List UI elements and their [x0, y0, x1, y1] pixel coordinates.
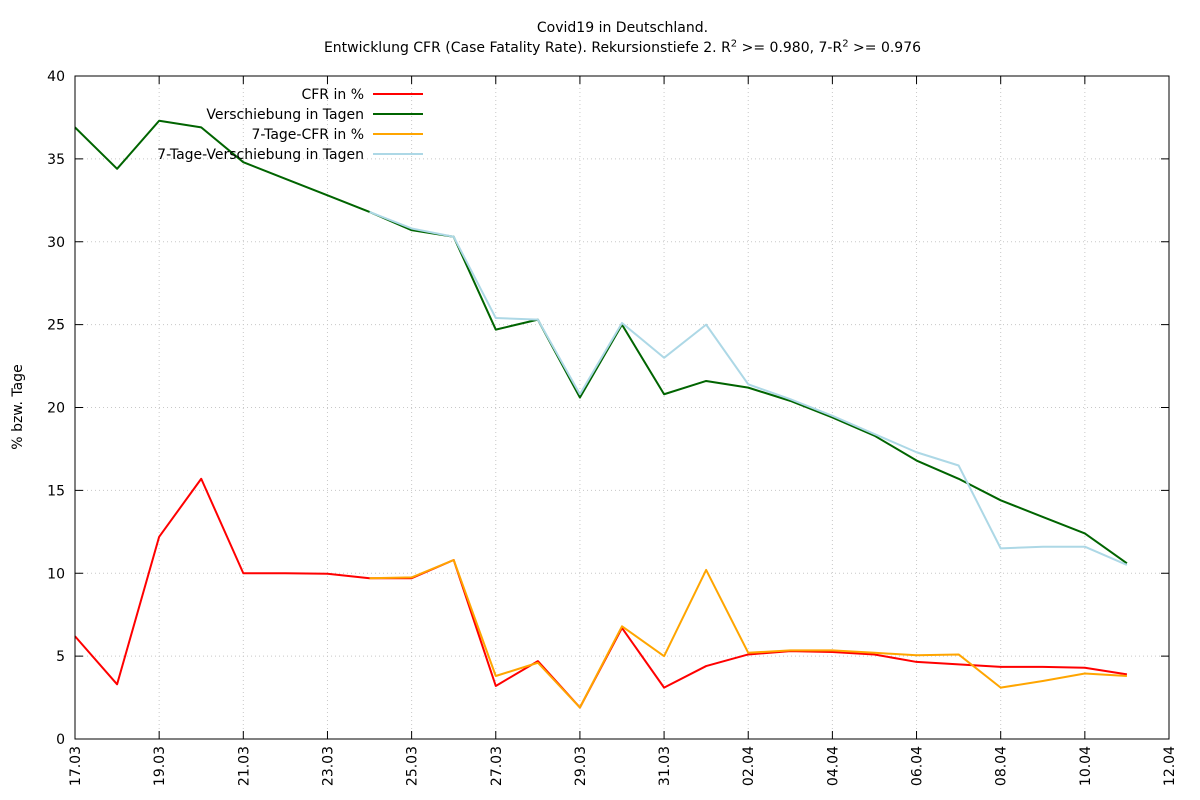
- y-tick-label: 20: [47, 401, 65, 417]
- y-tick-label: 30: [47, 235, 65, 251]
- x-tick-label: 08.04: [994, 746, 1010, 786]
- subtitle-superscript-2: 2: [842, 38, 849, 50]
- x-tick-label: 10.04: [1078, 746, 1094, 786]
- x-tick-label: 02.04: [741, 746, 757, 786]
- series-line-4: [369, 210, 1128, 566]
- series-line-2: [74, 119, 1128, 565]
- legend: CFR in % Verschiebung in Tagen 7-Tage-CFR …: [157, 87, 423, 163]
- series-lines: [74, 119, 1128, 709]
- chart-title-block: Covid19 in Deutschland. Entwicklung CFR …: [0, 18, 1200, 58]
- subtitle-suffix: >= 0.976: [848, 40, 922, 56]
- chart-title: Covid19 in Deutschland.: [536, 20, 709, 36]
- legend-label: Verschiebung in Tagen: [206, 107, 364, 123]
- y-tick-label: 10: [47, 566, 65, 582]
- x-tick-label: 06.04: [910, 746, 926, 786]
- x-tick-label: 21.03: [236, 746, 252, 786]
- x-tick-label: 12.04: [1162, 746, 1178, 786]
- y-axis-label: % bzw. Tage: [10, 364, 26, 449]
- y-tick-label: 15: [47, 483, 65, 499]
- subtitle-superscript-1: 2: [730, 38, 738, 50]
- x-tick-label: 17.03: [68, 746, 84, 786]
- y-tick-label: 35: [47, 152, 65, 168]
- series-line-1: [74, 477, 1128, 709]
- x-tick-label: 04.04: [825, 746, 841, 786]
- chart-subtitle: Entwicklung CFR (Case Fatality Rate). Re…: [0, 38, 1200, 58]
- x-tick-label: 19.03: [152, 746, 168, 786]
- grid-lines: [75, 76, 1169, 739]
- subtitle-prefix: Entwicklung CFR (Case Fatality Rate). Re…: [323, 40, 731, 56]
- legend-label: CFR in %: [301, 87, 364, 103]
- x-tick-label: 31.03: [657, 746, 673, 786]
- axis-ticks: [74, 75, 1170, 740]
- subtitle-middle: >= 0.980, 7-R: [737, 40, 843, 56]
- y-tick-label: 40: [47, 69, 65, 85]
- y-tick-label: 25: [47, 318, 65, 334]
- series-line-3: [369, 558, 1127, 709]
- x-tick-label: 23.03: [320, 746, 336, 786]
- legend-label: 7-Tage-Verschiebung in Tagen: [157, 147, 364, 163]
- x-tick-label: 25.03: [405, 746, 421, 786]
- y-tick-label: 5: [56, 649, 65, 665]
- axis-tick-labels: 0 5 10 15 20 25 30 35 40 17.03 19.03 21.03 23.03 25.0…: [47, 69, 1178, 786]
- x-tick-label: 27.03: [489, 746, 505, 786]
- legend-label: 7-Tage-CFR in %: [251, 127, 364, 143]
- x-tick-label: 29.03: [573, 746, 589, 786]
- y-tick-label: 0: [56, 732, 65, 748]
